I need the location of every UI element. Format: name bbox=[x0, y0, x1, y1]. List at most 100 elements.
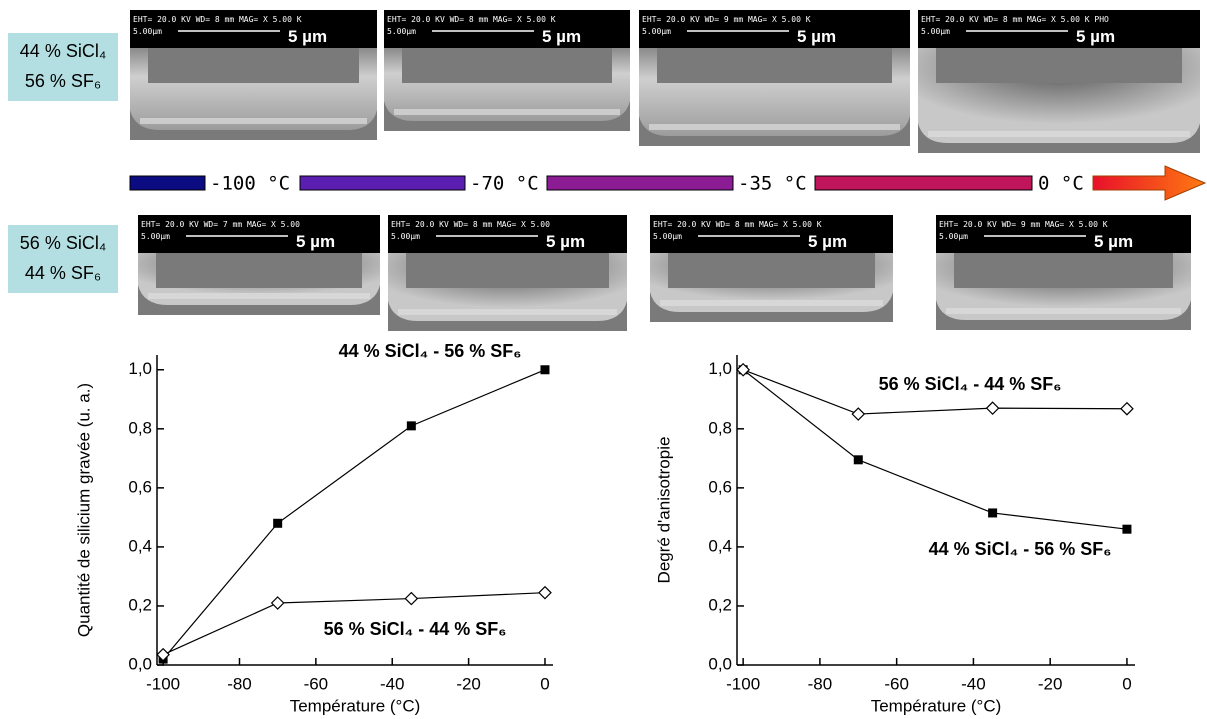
y-axis-label: Degré d'anisotropie bbox=[654, 437, 673, 584]
sem-scale: 5 µm bbox=[808, 232, 847, 251]
marker bbox=[156, 647, 170, 662]
sem-trench bbox=[130, 48, 377, 130]
series-label: 44 % SiCl₄ - 56 % SF₆ bbox=[929, 539, 1112, 559]
y-tick-label: 0,8 bbox=[708, 418, 732, 437]
sem-header-text: EHT= 20.0 KV WD= 9 mm MAG= X 5.00 K bbox=[939, 220, 1108, 229]
x-tick-label: -80 bbox=[808, 674, 833, 693]
sem-header bbox=[138, 215, 380, 253]
sem-trench bbox=[138, 253, 380, 305]
sem-image: EHT= 20.0 KV WD= 8 mm MAG= X 5.00 K PHO 5… bbox=[918, 10, 1200, 153]
sem-header bbox=[650, 215, 893, 253]
y-tick-label: 0,6 bbox=[708, 477, 732, 496]
temp-segment bbox=[299, 175, 466, 191]
y-tick-label: 0,4 bbox=[128, 536, 152, 555]
x-tick-label: -100 bbox=[146, 674, 180, 693]
marker bbox=[270, 596, 285, 610]
sem-header-text: EHT= 20.0 KV WD= 8 mm MAG= X 5.00 K bbox=[133, 15, 302, 24]
temperature-label: -70 °C bbox=[470, 173, 539, 195]
marker bbox=[985, 401, 1000, 415]
sem-header bbox=[130, 10, 377, 48]
sem-trench bbox=[639, 48, 910, 136]
sem-image: EHT= 20.0 KV WD= 8 mm MAG= X 5.00 K 5.00µ… bbox=[384, 10, 630, 131]
marker bbox=[538, 585, 552, 600]
y-tick-label: 0,2 bbox=[708, 595, 732, 614]
sem-scale: 5 µm bbox=[296, 232, 335, 251]
y-tick-label: 0,0 bbox=[128, 654, 152, 673]
sem-floor bbox=[946, 308, 1181, 314]
y-tick-label: 0,8 bbox=[128, 418, 152, 437]
x-tick-label: 0 bbox=[1122, 674, 1131, 693]
sem-header bbox=[388, 215, 627, 253]
temperature-label: -100 °C bbox=[210, 173, 290, 195]
temp-arrow bbox=[1092, 165, 1207, 201]
x-tick-label: -100 bbox=[726, 674, 760, 693]
y-tick-label: 0,6 bbox=[128, 477, 152, 496]
sem-scale: 5 µm bbox=[542, 27, 581, 46]
marker bbox=[540, 365, 550, 375]
sem-scale-small: 5.00µm bbox=[642, 27, 671, 36]
series-label: 44 % SiCl₄ - 56 % SF₆ bbox=[339, 341, 522, 361]
sem-floor bbox=[660, 300, 883, 306]
plot-frame bbox=[737, 355, 1135, 665]
y-tick-label: 0,4 bbox=[708, 536, 732, 555]
row-label: 44 % SF₆ bbox=[25, 263, 101, 283]
x-tick-label: -80 bbox=[227, 674, 252, 693]
series-line bbox=[162, 592, 546, 656]
x-tick-label: -20 bbox=[456, 674, 481, 693]
x-tick-label: -20 bbox=[1038, 674, 1063, 693]
sem-trench bbox=[384, 48, 630, 121]
sem-image: EHT= 20.0 KV WD= 8 mm MAG= X 5.00 K 5.00µ… bbox=[650, 215, 893, 322]
temperature-label: -35 °C bbox=[738, 173, 807, 195]
sem-scale-small: 5.00µm bbox=[391, 232, 420, 241]
sem-trench bbox=[388, 253, 627, 321]
sem-scale: 5 µm bbox=[797, 27, 836, 46]
sem-scale-small: 5.00µm bbox=[387, 27, 416, 36]
series-label: 56 % SiCl₄ - 44 % SF₆ bbox=[879, 374, 1062, 394]
temperature-bar bbox=[129, 165, 1207, 201]
sem-trench bbox=[936, 253, 1191, 320]
row-label-box bbox=[8, 33, 118, 101]
temp-segment bbox=[546, 175, 734, 191]
marker bbox=[404, 591, 419, 606]
sem-image: EHT= 20.0 KV WD= 9 mm MAG= X 5.00 K 5.00µ… bbox=[639, 10, 910, 146]
row-label: 56 % SF₆ bbox=[25, 71, 101, 91]
sem-scale: 5 µm bbox=[288, 27, 327, 46]
x-tick-label: 0 bbox=[540, 674, 549, 693]
x-tick-label: -60 bbox=[304, 674, 329, 693]
marker bbox=[736, 362, 750, 377]
series-line bbox=[742, 369, 1127, 415]
x-tick-label: -40 bbox=[961, 674, 986, 693]
sem-scale-small: 5.00µm bbox=[921, 27, 950, 36]
marker bbox=[853, 455, 863, 465]
sem-header bbox=[936, 215, 1191, 253]
x-tick-label: -40 bbox=[380, 674, 405, 693]
y-tick-label: 1,0 bbox=[708, 359, 732, 378]
sem-floor bbox=[649, 124, 900, 130]
sem-trench bbox=[918, 48, 1200, 143]
sem-header-text: EHT= 20.0 KV WD= 9 mm MAG= X 5.00 K bbox=[642, 15, 811, 24]
sem-header-text: EHT= 20.0 KV WD= 8 mm MAG= X 5.00 K bbox=[653, 220, 822, 229]
marker bbox=[406, 421, 416, 431]
marker bbox=[988, 508, 998, 518]
x-tick-label: -60 bbox=[884, 674, 909, 693]
sem-trench bbox=[650, 253, 893, 312]
marker bbox=[1122, 524, 1132, 534]
series-label: 56 % SiCl₄ - 44 % SF₆ bbox=[324, 619, 507, 639]
y-tick-label: 1,0 bbox=[128, 359, 152, 378]
marker bbox=[273, 518, 283, 528]
sem-header-text: EHT= 20.0 KV WD= 8 mm MAG= X 5.00 bbox=[391, 220, 550, 229]
sem-header-text: EHT= 20.0 KV WD= 8 mm MAG= X 5.00 K PHO bbox=[921, 15, 1109, 24]
sem-header bbox=[639, 10, 910, 48]
sem-scale: 5 µm bbox=[1094, 232, 1133, 251]
sem-image: EHT= 20.0 KV WD= 8 mm MAG= X 5.00 K 5.00µ… bbox=[130, 10, 377, 140]
x-axis-label: Température (°C) bbox=[290, 696, 421, 715]
sem-header bbox=[918, 10, 1200, 48]
sem-header-text: EHT= 20.0 KV WD= 8 mm MAG= X 5.00 K bbox=[387, 15, 556, 24]
y-tick-label: 0,0 bbox=[708, 654, 732, 673]
sem-image: EHT= 20.0 KV WD= 8 mm MAG= X 5.00 5.00µm 5… bbox=[388, 215, 627, 331]
row-label-box bbox=[8, 225, 118, 293]
sem-floor bbox=[148, 293, 370, 299]
sem-scale-small: 5.00µm bbox=[141, 232, 170, 241]
sem-floor bbox=[394, 109, 620, 115]
marker bbox=[851, 407, 866, 421]
